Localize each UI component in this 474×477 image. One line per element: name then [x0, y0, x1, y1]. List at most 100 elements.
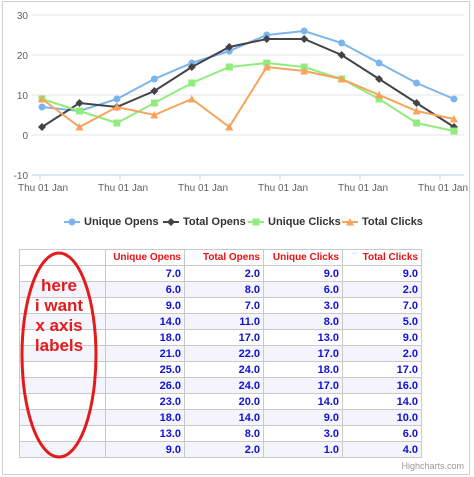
table-cell: 18.0 [105, 409, 185, 426]
data-point [450, 127, 458, 135]
data-point [375, 95, 383, 103]
data-point [225, 63, 233, 71]
data-point [225, 123, 234, 131]
y-tick-label: -10 [14, 171, 29, 182]
table-cell: 5.0 [342, 313, 422, 330]
table-cell: 26.0 [105, 377, 185, 394]
table-row: 18.0 14.0 9.0 10.0 [19, 409, 422, 426]
table-cell: 22.0 [184, 345, 264, 362]
table-header-row: Unique Opens Total Opens Unique Clicks Tota… [19, 249, 422, 266]
table-cell: 25.0 [105, 361, 185, 378]
legend-symbol-icon [248, 218, 264, 226]
table-cell: 6.0 [263, 281, 343, 298]
table-cell: 3.0 [263, 425, 343, 442]
data-point [412, 107, 421, 115]
table-cell: 9.0 [263, 409, 343, 426]
data-point [450, 115, 458, 123]
data-point [225, 43, 234, 51]
data-point [112, 103, 121, 111]
data-point [150, 99, 158, 107]
data-point [38, 103, 46, 111]
table-cell: 21.0 [105, 345, 185, 362]
legend-label: Total Opens [183, 216, 246, 228]
data-point [187, 63, 196, 71]
x-tick-label: Thu 01 Jan [18, 183, 68, 194]
table-cell: 9.0 [263, 265, 343, 282]
data-point [337, 51, 346, 59]
table-row: 25.0 24.0 18.0 17.0 [19, 361, 422, 378]
y-axis-ticks: -10 0 10 20 30 [14, 11, 29, 182]
table-cell: 20.0 [184, 393, 264, 410]
table-cell: 13.0 [105, 425, 185, 442]
data-point [300, 35, 309, 43]
data-point [113, 95, 121, 103]
x-tick-label: Thu 01 Jan [98, 183, 148, 194]
data-point [150, 87, 159, 95]
data-point [188, 79, 196, 87]
y-tick-label: 0 [22, 131, 28, 142]
annotation-oval: here i want x axis labels [20, 251, 98, 459]
legend-item[interactable]: Total Clicks [342, 212, 423, 232]
data-point [75, 107, 83, 115]
data-point [450, 95, 458, 103]
legend-item[interactable]: Total Opens [163, 212, 246, 232]
data-point [375, 75, 384, 83]
table-cell: 7.0 [105, 265, 185, 282]
y-tick-label: 30 [17, 11, 29, 22]
table-cell: 14.0 [263, 393, 343, 410]
series-line [41, 38, 455, 128]
data-point [75, 123, 84, 131]
data-point [300, 27, 308, 35]
credits-link[interactable]: Highcharts.com [401, 461, 464, 471]
y-tick-label: 20 [17, 51, 29, 62]
table-cell: 3.0 [263, 297, 343, 314]
series-line [41, 61, 455, 132]
data-point [375, 59, 383, 67]
data-point [150, 75, 158, 83]
data-point [412, 99, 421, 107]
legend[interactable]: Unique Opens Total Opens Unique Clicks Tota… [0, 212, 474, 232]
table-cell: 2.0 [342, 281, 422, 298]
legend-item[interactable]: Unique Opens [64, 212, 159, 232]
table-row: 9.0 7.0 3.0 7.0 [19, 297, 422, 314]
gridlines [32, 14, 464, 176]
data-point [113, 119, 121, 127]
table-header-cell: Unique Clicks [263, 249, 343, 266]
legend-item[interactable]: Unique Clicks [248, 212, 341, 232]
data-point [300, 67, 309, 75]
table-cell: 24.0 [184, 377, 264, 394]
legend-symbol-icon [163, 218, 179, 226]
x-tick-label: Thu 01 Jan [418, 183, 468, 194]
table-cell: 14.0 [184, 409, 264, 426]
table-cell: 24.0 [184, 361, 264, 378]
legend-symbol-icon [342, 218, 358, 226]
data-point [187, 95, 196, 103]
data-point [338, 39, 346, 47]
data-point [337, 75, 346, 83]
table-header-cell [19, 249, 106, 266]
table-cell: 17.0 [263, 345, 343, 362]
line-chart: -10 0 10 20 30 Thu 01 Jan Thu 01 Jan Thu 01 Ja… [14, 11, 468, 194]
table-cell: 2.0 [342, 345, 422, 362]
annotation-line: here [41, 276, 77, 295]
table-header-cell: Unique Opens [105, 249, 185, 266]
legend-symbol-icon [64, 218, 80, 226]
y-tick-label: 10 [17, 91, 29, 102]
data-point [38, 95, 46, 103]
table-cell: 9.0 [342, 329, 422, 346]
table-header-cell: Total Opens [184, 249, 264, 266]
legend-label: Total Clicks [362, 216, 423, 228]
table-row: 9.0 2.0 1.0 4.0 [19, 441, 422, 458]
annotation-line: i want [35, 296, 84, 315]
table-cell: 17.0 [342, 361, 422, 378]
table-cell: 9.0 [342, 265, 422, 282]
row-label-cell [19, 377, 106, 394]
data-point [150, 111, 159, 119]
table-cell: 2.0 [184, 265, 264, 282]
table-cell: 9.0 [105, 297, 185, 314]
data-point [262, 35, 271, 43]
row-label-cell [19, 313, 106, 330]
table-cell: 8.0 [263, 313, 343, 330]
table-cell: 18.0 [263, 361, 343, 378]
table-cell: 8.0 [184, 281, 264, 298]
